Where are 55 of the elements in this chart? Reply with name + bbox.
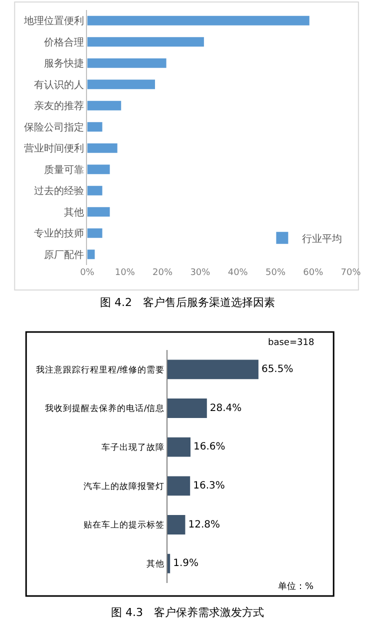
data-label: 65.5% — [261, 364, 294, 375]
bar — [87, 186, 102, 196]
x-tick-label: 40% — [228, 268, 248, 278]
y-tick-label: 专业的技师 — [34, 228, 84, 240]
data-label: 28.4% — [210, 402, 242, 414]
y-tick-label: 贴在车上的提示标签 — [84, 520, 165, 531]
y-tick-label: 亲友的推荐 — [34, 100, 84, 112]
bar — [167, 398, 207, 418]
bar — [87, 207, 110, 217]
bar — [87, 100, 122, 110]
legend-label: 行业平均 — [302, 232, 342, 245]
y-tick-label: 保险公司指定 — [24, 121, 84, 134]
x-tick-label: 60% — [303, 268, 324, 278]
bar — [87, 164, 110, 174]
y-tick-label: 营业时间便利 — [24, 142, 84, 155]
y-tick-label: 有认识的人 — [34, 78, 84, 91]
y-tick-label: 其他 — [64, 206, 84, 218]
text: 图 4.3 客户保养需求激发方式 — [111, 606, 264, 619]
y-tick-label: 车子出现了故障 — [102, 442, 165, 454]
y-tick-label: 其他 — [146, 558, 165, 570]
y-tick-label: 服务快捷 — [44, 58, 84, 70]
data-label: 12.8% — [188, 519, 220, 530]
text: 图 4.2 客户售后服务渠道选择因素 — [100, 296, 275, 309]
y-tick-label: 质量可靠 — [44, 164, 84, 176]
x-tick-label: 0% — [80, 268, 95, 278]
bar — [87, 143, 118, 153]
bar — [87, 228, 102, 238]
y-tick-label: 汽车上的故障报警灯 — [84, 480, 165, 492]
data-label: 16.3% — [193, 480, 225, 492]
bar — [167, 515, 186, 534]
data-label: 16.6% — [194, 442, 226, 453]
y-tick-label: 地理位置便利 — [23, 15, 84, 28]
data-label: 1.9% — [173, 558, 198, 570]
y-tick-label: 原厂配件 — [44, 250, 84, 261]
x-tick-label: 10% — [114, 268, 136, 278]
bar — [167, 360, 258, 380]
bar — [87, 122, 102, 132]
text: 单位：% — [278, 581, 314, 592]
x-tick-label: 50% — [265, 268, 286, 278]
x-tick-label: 70% — [340, 268, 362, 278]
y-tick-label: 过去的经验 — [34, 185, 84, 198]
bar — [167, 437, 191, 457]
x-tick-label: 20% — [152, 268, 173, 278]
bar — [87, 250, 95, 260]
bar — [87, 58, 166, 68]
bar — [87, 80, 155, 90]
x-tick-label: 30% — [190, 268, 211, 278]
bar — [87, 16, 310, 26]
y-tick-label: 价格合理 — [43, 36, 84, 48]
bar — [167, 554, 170, 574]
text: base=318 — [268, 338, 314, 348]
y-tick-label: 我注意跟踪行程里程/维修的需要 — [36, 364, 165, 376]
bar — [167, 476, 190, 496]
y-tick-label: 我收到提醒去保养的电话/信息 — [44, 403, 165, 414]
bar — [87, 37, 204, 47]
